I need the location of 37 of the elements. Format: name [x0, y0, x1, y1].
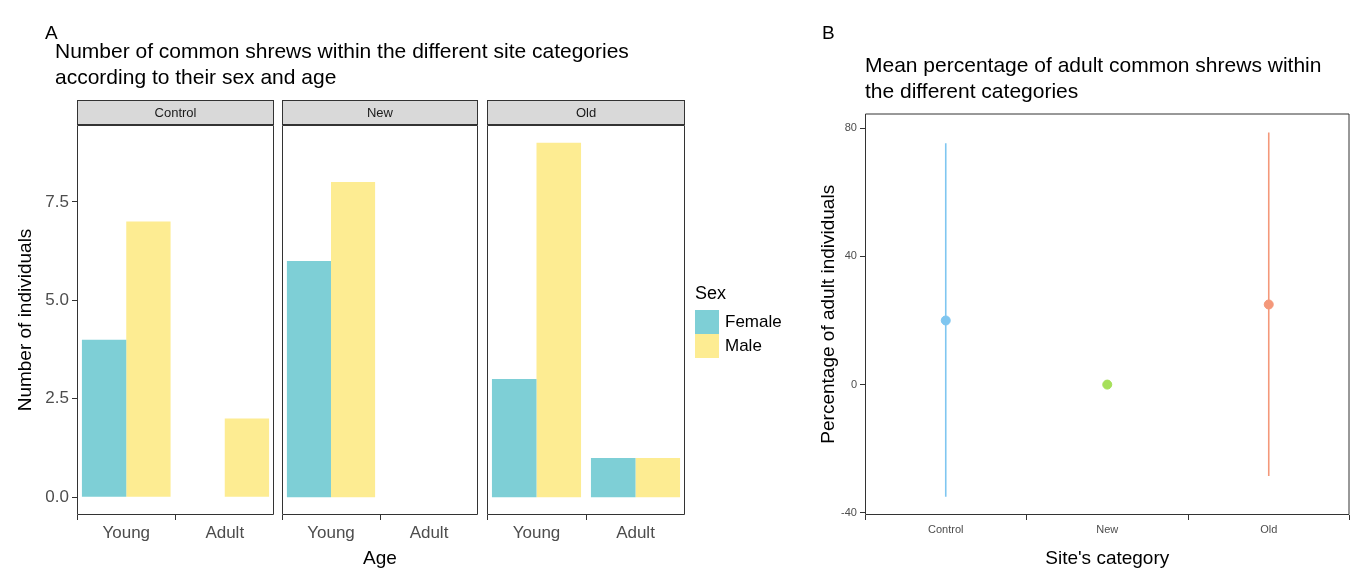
bar — [126, 221, 171, 497]
x-tick-label: Young — [102, 522, 151, 542]
y-tick-label: 0 — [850, 377, 857, 390]
text: A — [45, 22, 58, 43]
point — [940, 315, 951, 326]
y-tick-label: 7.5 — [45, 191, 69, 211]
x-tick-label: Adult — [616, 522, 656, 542]
legend-title: Sex — [695, 283, 728, 304]
chart-subtitle: New — [282, 100, 478, 125]
chart-subtitle: Control — [77, 100, 274, 125]
legend-label: Male — [725, 336, 762, 356]
chart-title: Mean percentage of adult common shrews within the different categories — [865, 52, 1323, 104]
x-axis-title: Age — [363, 546, 397, 568]
y-tick-label: -40 — [841, 505, 857, 518]
y-tick-label: 80 — [844, 121, 857, 134]
chart-subtitle: Old — [487, 100, 685, 125]
y-axis-title: Number of individuals — [13, 228, 35, 412]
legend-label: Female — [725, 312, 782, 332]
x-tick-label: Young — [307, 522, 355, 542]
bar — [81, 339, 127, 497]
x-tick-label: Young — [512, 522, 561, 542]
x-tick-label: Adult — [205, 522, 245, 542]
y-tick-label: 0.0 — [45, 486, 69, 506]
point — [1263, 299, 1274, 310]
y-tick-label: 40 — [844, 249, 857, 262]
text: B — [822, 22, 835, 44]
text: Number of common shrews within the different site categories according to their sex and age — [55, 39, 630, 90]
x-tick-label: Adult — [409, 522, 449, 542]
x-tick-label: Control — [928, 522, 964, 535]
y-axis-title: Percentage of adult individuals — [816, 184, 838, 444]
x-axis-title: Site's category — [1045, 546, 1170, 568]
bar — [224, 418, 270, 497]
x-tick-label: Old — [1260, 522, 1278, 535]
x-tick-label: New — [1096, 522, 1119, 535]
point — [1102, 379, 1113, 390]
y-tick-label: 2.5 — [45, 388, 69, 408]
y-tick-label: 5.0 — [45, 289, 69, 309]
